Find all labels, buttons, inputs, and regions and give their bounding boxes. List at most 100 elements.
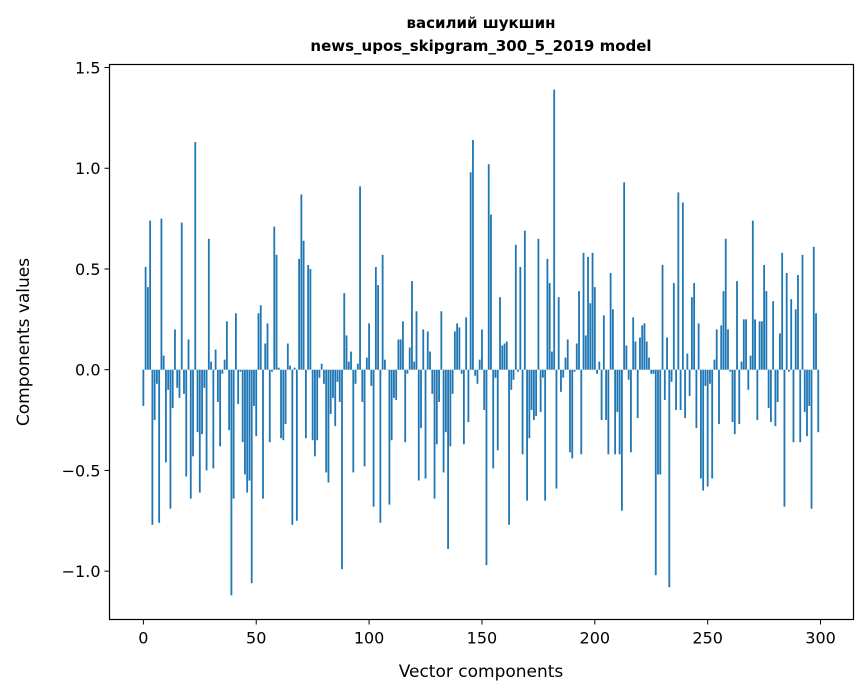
bar-component-69 xyxy=(298,259,300,370)
bar-component-79 xyxy=(321,364,323,370)
bar-component-14 xyxy=(174,329,176,369)
bar-component-18 xyxy=(183,370,185,394)
bar-component-81 xyxy=(325,370,327,473)
bar-component-242 xyxy=(689,370,691,396)
bar-component-57 xyxy=(271,370,273,372)
bar-component-175 xyxy=(537,239,539,370)
bar-component-154 xyxy=(490,215,492,370)
bar-component-118 xyxy=(409,348,411,370)
bar-component-30 xyxy=(210,362,212,370)
bar-component-34 xyxy=(219,370,221,447)
bar-component-297 xyxy=(813,247,815,370)
bar-component-257 xyxy=(723,291,725,370)
bar-component-187 xyxy=(565,358,567,370)
bar-component-44 xyxy=(242,370,244,443)
bar-component-181 xyxy=(551,352,553,370)
bar-component-99 xyxy=(366,358,368,370)
bar-component-196 xyxy=(585,335,587,369)
x-tick-label: 0 xyxy=(138,629,148,648)
bar-component-67 xyxy=(294,368,296,370)
bar-component-106 xyxy=(382,255,384,370)
y-tick-label: −1.0 xyxy=(62,562,101,581)
bar-component-9 xyxy=(163,356,165,370)
bar-component-61 xyxy=(280,370,282,438)
bar-component-29 xyxy=(208,239,210,370)
bar-component-206 xyxy=(607,370,609,455)
bar-component-164 xyxy=(513,370,515,380)
bar-component-261 xyxy=(732,370,734,422)
bar-component-102 xyxy=(373,370,375,507)
bar-component-45 xyxy=(244,370,246,475)
bar-component-278 xyxy=(770,370,772,422)
bar-component-22 xyxy=(192,370,194,457)
bar-component-80 xyxy=(323,370,325,384)
bar-component-232 xyxy=(666,337,668,369)
x-tick-label: 100 xyxy=(354,629,385,648)
bar-component-143 xyxy=(465,317,467,369)
bar-component-26 xyxy=(201,370,203,434)
bar-component-213 xyxy=(623,182,625,369)
bar-component-296 xyxy=(811,370,813,509)
bar-component-6 xyxy=(156,370,158,384)
bar-component-245 xyxy=(695,370,697,428)
bar-component-183 xyxy=(556,370,558,489)
bar-component-116 xyxy=(404,370,406,443)
bar-component-220 xyxy=(639,337,641,369)
bar-component-86 xyxy=(337,370,339,382)
bar-component-193 xyxy=(578,291,580,370)
bar-component-291 xyxy=(799,370,801,443)
bar-component-299 xyxy=(817,370,819,432)
bar-component-178 xyxy=(544,370,546,501)
bar-component-51 xyxy=(258,313,260,369)
bar-component-255 xyxy=(718,370,720,424)
bar-component-194 xyxy=(580,370,582,455)
bar-component-221 xyxy=(641,325,643,369)
y-tick-label: 0.5 xyxy=(75,260,100,279)
bar-component-197 xyxy=(587,257,589,370)
bar-component-262 xyxy=(734,370,736,434)
bar-component-153 xyxy=(488,164,490,369)
bar-component-157 xyxy=(497,370,499,451)
bar-component-75 xyxy=(312,370,314,441)
bar-component-13 xyxy=(172,370,174,408)
bar-component-139 xyxy=(456,323,458,369)
bar-component-31 xyxy=(212,370,214,469)
bar-component-48 xyxy=(251,370,253,584)
bar-component-295 xyxy=(808,370,810,406)
chart-title-line-1: василий шукшин xyxy=(407,14,556,32)
bar-component-135 xyxy=(447,370,449,549)
bar-component-268 xyxy=(747,370,749,390)
bar-component-248 xyxy=(702,370,704,491)
bar-component-276 xyxy=(765,291,767,370)
bar-component-222 xyxy=(644,323,646,369)
bar-component-136 xyxy=(449,370,451,447)
bar-component-120 xyxy=(413,362,415,370)
bar-component-188 xyxy=(567,339,569,369)
bar-component-263 xyxy=(736,281,738,370)
bar-component-270 xyxy=(752,221,754,370)
y-tick-label: 0.0 xyxy=(75,361,100,380)
bar-component-46 xyxy=(246,370,248,493)
bar-component-16 xyxy=(179,370,181,398)
bar-component-177 xyxy=(542,370,544,378)
bar-component-124 xyxy=(422,329,424,369)
bar-component-25 xyxy=(199,370,201,493)
bar-component-249 xyxy=(705,370,707,386)
bar-component-123 xyxy=(420,370,422,428)
bar-component-128 xyxy=(431,370,433,394)
bar-component-97 xyxy=(361,370,363,402)
bar-component-229 xyxy=(659,370,661,475)
bar-component-256 xyxy=(720,325,722,369)
bar-component-91 xyxy=(348,362,350,370)
bar-component-90 xyxy=(346,335,348,369)
bar-component-7 xyxy=(158,370,160,523)
bar-component-298 xyxy=(815,313,817,369)
bar-component-147 xyxy=(474,370,476,376)
bar-component-179 xyxy=(547,259,549,370)
bar-component-240 xyxy=(684,370,686,418)
bar-component-142 xyxy=(463,370,465,445)
bar-component-287 xyxy=(790,299,792,370)
bar-component-215 xyxy=(628,370,630,380)
bar-component-144 xyxy=(468,370,470,422)
